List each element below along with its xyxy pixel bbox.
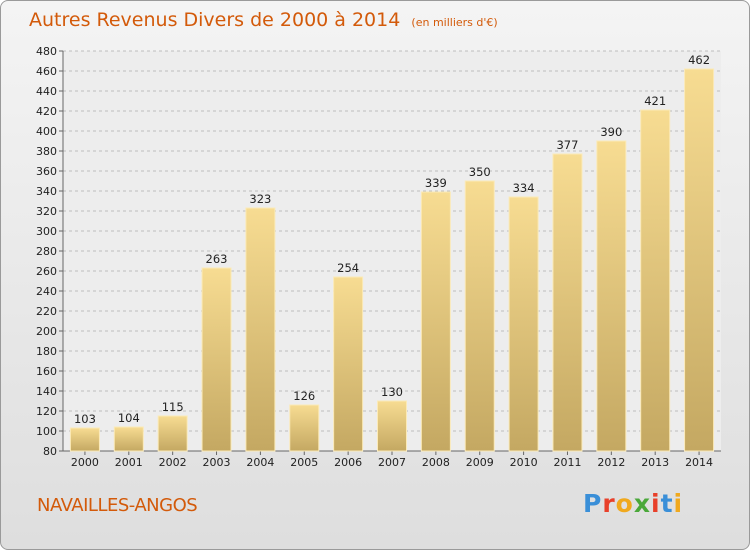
chart-title: Autres Revenus Divers de 2000 à 2014 (en… xyxy=(29,9,498,31)
x-tick-label-2014: 2014 xyxy=(685,456,713,469)
labels: 103 104 115 263 323 126 254 130 339 350 334 377 390 4… xyxy=(74,53,710,426)
logo-letter: x xyxy=(633,489,651,518)
y-tick-label: 380 xyxy=(36,145,57,158)
x-tick-label-2004: 2004 xyxy=(246,456,274,469)
value-label-2009: 350 xyxy=(469,165,491,179)
y-tick-label: 340 xyxy=(36,185,57,198)
value-label-2001: 104 xyxy=(118,411,140,425)
value-label-2014: 462 xyxy=(688,53,710,67)
y-tick-label: 440 xyxy=(36,85,57,98)
x-tick-label-2011: 2011 xyxy=(553,456,581,469)
bar-2008 xyxy=(420,191,451,452)
x-tick-label-2007: 2007 xyxy=(378,456,406,469)
x-tick-label-2000: 2000 xyxy=(71,456,99,469)
x-tick-label-2006: 2006 xyxy=(334,456,362,469)
bars xyxy=(69,68,715,452)
value-label-2007: 130 xyxy=(381,385,403,399)
logo-letter: t xyxy=(660,489,674,518)
y-tick-label: 100 xyxy=(36,425,57,438)
axes: 80 100 120 140 160 180 200 220 240 260 280 300 320 34… xyxy=(36,45,721,469)
bar-2006 xyxy=(333,276,364,452)
value-label-2003: 263 xyxy=(206,252,228,266)
bar-2004 xyxy=(245,207,276,452)
y-tick-label: 140 xyxy=(36,385,57,398)
y-tick-label: 80 xyxy=(43,445,57,458)
logo-letter: r xyxy=(602,489,616,518)
bar-2012 xyxy=(596,140,627,452)
value-label-2010: 334 xyxy=(513,181,535,195)
y-tick-label: 460 xyxy=(36,65,57,78)
logo-letter: P xyxy=(583,489,603,518)
value-label-2013: 421 xyxy=(644,94,666,108)
logo-letter: o xyxy=(615,489,634,518)
bar-2001 xyxy=(113,426,144,452)
bar-2000 xyxy=(69,427,100,452)
x-tick-label-2003: 2003 xyxy=(203,456,231,469)
y-tick-label: 280 xyxy=(36,245,57,258)
value-label-2002: 115 xyxy=(162,400,184,414)
x-tick-label-2010: 2010 xyxy=(510,456,538,469)
x-tick-label-2009: 2009 xyxy=(466,456,494,469)
y-tick-label: 480 xyxy=(36,45,57,58)
bar-2014 xyxy=(684,68,715,452)
y-tick-label: 400 xyxy=(36,125,57,138)
bar-2013 xyxy=(640,109,671,452)
x-tick-label-2013: 2013 xyxy=(641,456,669,469)
x-tick-label-2005: 2005 xyxy=(290,456,318,469)
y-tick-label: 160 xyxy=(36,365,57,378)
bar-2011 xyxy=(552,153,583,452)
x-tick-label-2002: 2002 xyxy=(159,456,187,469)
logo-letter: i xyxy=(673,489,684,518)
y-tick-label: 200 xyxy=(36,325,57,338)
value-label-2012: 390 xyxy=(600,125,622,139)
y-tick-label: 360 xyxy=(36,165,57,178)
bar-2010 xyxy=(508,196,539,452)
bar-2007 xyxy=(377,400,407,452)
commune-name: NAVAILLES-ANGOS xyxy=(37,495,198,516)
y-tick-label: 420 xyxy=(36,105,57,118)
value-label-2005: 126 xyxy=(293,389,315,403)
bar-2003 xyxy=(201,267,232,452)
proxiti-logo: Proxiti xyxy=(583,489,683,518)
x-tick-label-2008: 2008 xyxy=(422,456,450,469)
value-label-2011: 377 xyxy=(556,138,578,152)
y-tick-label: 120 xyxy=(36,405,57,418)
y-tick-label: 180 xyxy=(36,345,57,358)
y-tick-label: 320 xyxy=(36,205,57,218)
bar-2002 xyxy=(157,415,188,452)
y-tick-label: 260 xyxy=(36,265,57,278)
value-label-2004: 323 xyxy=(249,192,271,206)
bar-2005 xyxy=(289,404,320,452)
chart-title-unit: (en milliers d'€) xyxy=(411,16,498,29)
value-label-2000: 103 xyxy=(74,412,96,426)
x-tick-label-2001: 2001 xyxy=(115,456,143,469)
y-tick-label: 240 xyxy=(36,285,57,298)
y-tick-label: 300 xyxy=(36,225,57,238)
y-tick-label: 220 xyxy=(36,305,57,318)
value-label-2006: 254 xyxy=(337,261,359,275)
logo-letter: i xyxy=(651,489,661,518)
chart-title-main: Autres Revenus Divers de 2000 à 2014 xyxy=(29,9,401,31)
bar-2009 xyxy=(464,180,495,452)
value-label-2008: 339 xyxy=(425,176,447,190)
x-tick-label-2012: 2012 xyxy=(597,456,625,469)
